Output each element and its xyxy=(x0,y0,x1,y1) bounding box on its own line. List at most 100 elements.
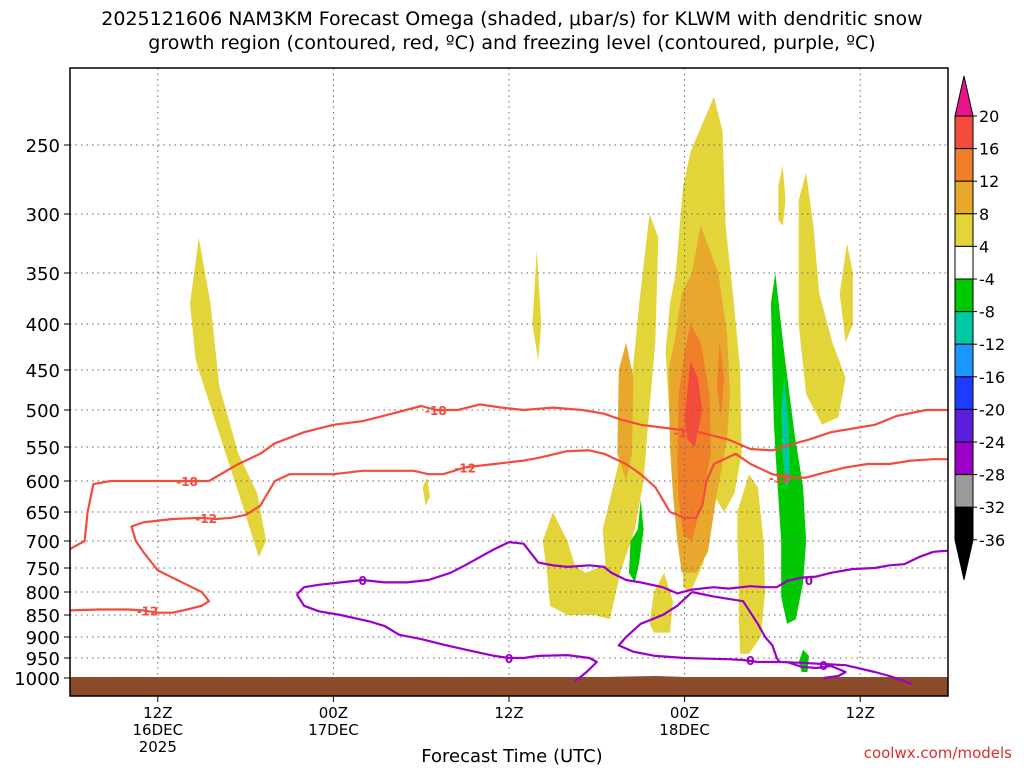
ytick-label-650: 650 xyxy=(26,503,60,524)
chart-title-line1: 2025121606 NAM3KM Forecast Omega (shaded… xyxy=(101,8,923,30)
colorbar-label-10: -24 xyxy=(979,433,1005,452)
ytick-label-350: 350 xyxy=(26,264,60,285)
xtick-label-18-0: 00Z xyxy=(319,704,348,722)
colorbar-swatch-4 xyxy=(954,245,974,280)
colorbar-label-3: 8 xyxy=(979,205,989,224)
omega-region-4 xyxy=(649,572,673,633)
contour-label-2: -18 xyxy=(674,426,696,440)
ytick-label-1000: 1000 xyxy=(14,669,60,690)
colorbar-label-7: -12 xyxy=(979,335,1005,354)
contour--12 xyxy=(69,449,948,614)
omega-region-14 xyxy=(684,360,703,447)
contour-0b xyxy=(295,593,598,682)
ytick-label-800: 800 xyxy=(26,583,60,604)
colorbar-swatch-3 xyxy=(954,213,974,247)
ground-band xyxy=(70,677,948,696)
ytick-label-750: 750 xyxy=(26,559,60,580)
ytick-label-850: 850 xyxy=(26,606,60,627)
x-axis-label: Forecast Time (UTC) xyxy=(421,746,603,767)
contour-label-3: -12 xyxy=(454,461,476,475)
contour-0f xyxy=(786,660,847,680)
omega-region-3 xyxy=(542,214,659,620)
contour-0 xyxy=(296,540,949,596)
contour-label-10: 0 xyxy=(746,654,754,668)
ytick-label-950: 950 xyxy=(26,649,60,670)
omega-region-9 xyxy=(839,243,853,343)
terrain-bump xyxy=(450,676,773,680)
xtick-label-18-1: 17DEC xyxy=(308,721,359,739)
colorbar-label-11: -28 xyxy=(979,466,1005,485)
omega-region-2 xyxy=(422,477,430,506)
contour-label-5: -12 xyxy=(137,604,159,618)
omega-region-10 xyxy=(617,342,634,481)
contour-label-6: -12 xyxy=(769,472,791,486)
ytick-label-550: 550 xyxy=(26,438,60,459)
contour--18 xyxy=(69,403,948,551)
ytick-label-250: 250 xyxy=(26,136,60,157)
colorbar-swatch-10 xyxy=(954,441,974,476)
colorbar-label-4: 4 xyxy=(979,237,989,256)
colorbar-top-arrow xyxy=(954,75,974,117)
colorbar-label-1: 16 xyxy=(979,140,999,159)
omega-region-18 xyxy=(781,378,790,488)
colorbar-swatch-1 xyxy=(954,148,974,182)
contour-0e xyxy=(691,590,781,663)
colorbar-label-8: -16 xyxy=(979,368,1005,387)
ytick-label-500: 500 xyxy=(26,401,60,422)
colorbar: 20 16 12 8 4 -4 -8 -12 -16 -20 -24 -28 -32 -36 xyxy=(954,75,1005,580)
contour-label-8: 0 xyxy=(505,652,513,666)
grid-lines xyxy=(70,68,948,696)
colorbar-swatch-2 xyxy=(954,180,974,215)
colorbar-label-9: -20 xyxy=(979,400,1005,419)
ground-surface xyxy=(70,676,948,696)
colorbar-label-5: -4 xyxy=(979,270,995,289)
contour-label-0: -18 xyxy=(425,404,447,418)
ytick-label-300: 300 xyxy=(26,205,60,226)
contour-label-9: 0 xyxy=(805,574,813,588)
chart-title-line2: growth region (contoured, red, ºC) and f… xyxy=(148,32,876,54)
contour-label-1: -18 xyxy=(176,475,198,489)
xtick-label-6-2: 2025 xyxy=(139,738,177,756)
site-credit[interactable]: coolwx.com/models xyxy=(863,744,1012,762)
xtick-label-6-1: 16DEC xyxy=(133,721,184,739)
ytick-label-450: 450 xyxy=(26,361,60,382)
xtick-label-42-1: 18DEC xyxy=(659,721,710,739)
colorbar-label-13: -36 xyxy=(979,531,1005,550)
xtick-label-30-0: 12Z xyxy=(494,704,523,722)
omega-region-13 xyxy=(716,342,725,418)
omega-shading xyxy=(190,96,853,672)
ytick-label-700: 700 xyxy=(26,532,60,553)
omega-region-7 xyxy=(778,165,786,226)
xtick-label-42-0: 00Z xyxy=(670,704,699,722)
omega-region-1 xyxy=(532,249,542,361)
ytick-label-900: 900 xyxy=(26,628,60,649)
colorbar-swatch-6 xyxy=(954,311,974,345)
colorbar-swatch-9 xyxy=(954,408,974,443)
xtick-label-6-0: 12Z xyxy=(143,704,172,722)
colorbar-label-12: -32 xyxy=(979,498,1005,517)
omega-region-17 xyxy=(798,649,809,672)
contour-label-4: -12 xyxy=(195,512,217,526)
colorbar-swatch-5 xyxy=(954,278,974,313)
colorbar-swatch-8 xyxy=(954,376,974,410)
ytick-label-400: 400 xyxy=(26,315,60,336)
colorbar-label-6: -8 xyxy=(979,303,995,322)
colorbar-label-2: 12 xyxy=(979,172,999,191)
colorbar-swatch-7 xyxy=(954,343,974,378)
y-axis: 2503003504004505005506006507007508008509… xyxy=(14,136,70,690)
colorbar-swatch-12 xyxy=(954,506,974,541)
omega-region-0 xyxy=(190,237,267,558)
colorbar-swatch-0 xyxy=(954,115,974,150)
omega-region-6 xyxy=(737,474,766,654)
omega-region-8 xyxy=(798,172,846,425)
ytick-label-600: 600 xyxy=(26,472,60,493)
colorbar-bottom-arrow xyxy=(954,539,974,580)
colorbar-label-0: 20 xyxy=(979,107,999,126)
contour-0d xyxy=(617,591,912,686)
contour-label-7: 0 xyxy=(358,574,366,588)
xtick-label-54-0: 12Z xyxy=(846,704,875,722)
colorbar-swatch-11 xyxy=(954,474,974,508)
